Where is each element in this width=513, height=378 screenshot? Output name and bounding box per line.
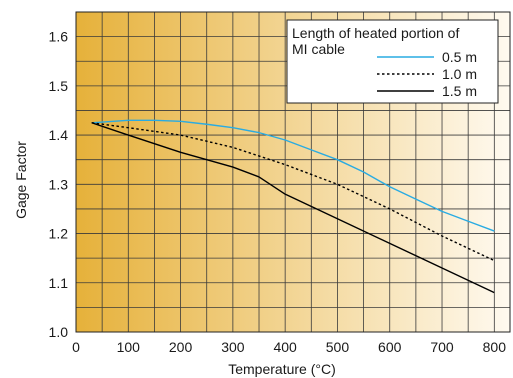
legend: Length of heated portion of MI cable 0.5… bbox=[286, 19, 499, 104]
y-tick-labels: 1.0 1.1 1.2 1.3 1.4 1.5 1.6 bbox=[49, 29, 69, 340]
x-tick-labels: 0 100 200 300 400 500 600 700 800 bbox=[72, 339, 506, 355]
legend-title-line-1: Length of heated portion of bbox=[292, 25, 459, 41]
x-tick-label: 400 bbox=[273, 339, 297, 355]
x-tick-label: 300 bbox=[221, 339, 245, 355]
y-axis-label: Gage Factor bbox=[13, 141, 29, 219]
x-tick-label: 800 bbox=[483, 339, 507, 355]
x-tick-label: 700 bbox=[430, 339, 454, 355]
plot-frame bbox=[75, 11, 511, 333]
x-tick-label: 0 bbox=[72, 339, 80, 355]
series-line-3 bbox=[91, 122, 495, 294]
y-tick-label: 1.6 bbox=[49, 29, 69, 45]
legend-label-1: 0.5 m bbox=[442, 49, 477, 65]
y-tick-label: 1.3 bbox=[49, 176, 69, 192]
y-tick-label: 1.5 bbox=[49, 78, 69, 94]
series-line-1 bbox=[91, 119, 495, 232]
series-lines bbox=[91, 119, 495, 294]
legend-title-line-2: MI cable bbox=[292, 41, 345, 57]
plot-border bbox=[75, 11, 511, 333]
legend-label-2: 1.0 m bbox=[442, 66, 477, 82]
legend-label-3: 1.5 m bbox=[442, 83, 477, 99]
y-tick-label: 1.2 bbox=[49, 226, 69, 242]
x-tick-label: 500 bbox=[326, 339, 350, 355]
x-tick-label: 600 bbox=[378, 339, 402, 355]
y-tick-label: 1.4 bbox=[49, 127, 69, 143]
y-tick-label: 1.1 bbox=[49, 275, 69, 291]
y-tick-label: 1.0 bbox=[49, 324, 69, 340]
series-line-2 bbox=[91, 122, 495, 262]
x-tick-label: 200 bbox=[169, 339, 193, 355]
x-axis-label: Temperature (°C) bbox=[228, 361, 336, 377]
legend-box bbox=[286, 19, 499, 104]
x-tick-label: 100 bbox=[117, 339, 141, 355]
